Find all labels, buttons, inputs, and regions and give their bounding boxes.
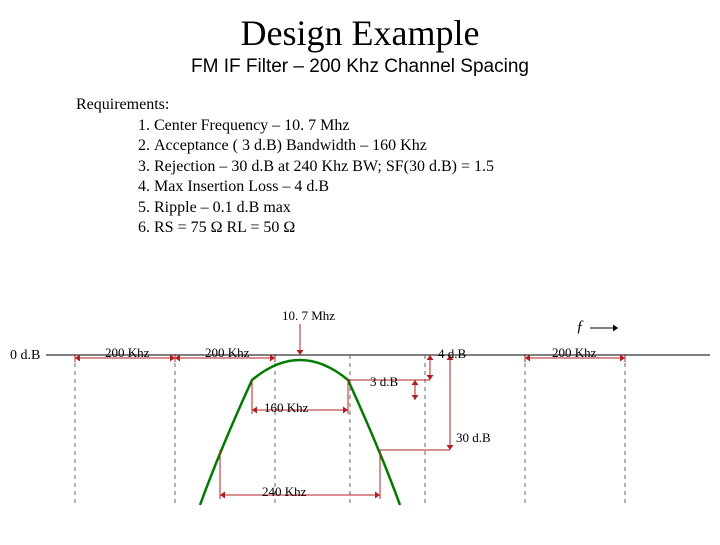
requirement-item: Center Frequency – 10. 7 Mhz <box>130 116 720 136</box>
center-freq-label: 10. 7 Mhz <box>282 308 335 324</box>
requirements-block: Requirements: Center Frequency – 10. 7 M… <box>76 96 720 239</box>
bw-240khz-label: 240 Khz <box>262 484 306 500</box>
filter-response-diagram: 0 d.B 10. 7 Mhz ƒ 200 Khz 200 Khz 200 Kh… <box>0 300 720 540</box>
spacing-200khz-mid: 200 Khz <box>205 345 249 361</box>
requirement-item: Rejection – 30 d.B at 240 Khz BW; SF(30 … <box>130 157 720 177</box>
bw-30db-label: 30 d.B <box>456 430 491 446</box>
requirements-heading: Requirements: <box>76 96 720 114</box>
insertion-loss-4db-label: 4 d.B <box>438 346 466 362</box>
page-subtitle: FM IF Filter – 200 Khz Channel Spacing <box>0 56 720 78</box>
requirement-item: RS = 75 Ω RL = 50 Ω <box>130 218 720 238</box>
spacing-200khz-left: 200 Khz <box>105 345 149 361</box>
requirements-list: Center Frequency – 10. 7 Mhz Acceptance … <box>130 116 720 239</box>
frequency-axis-symbol: ƒ <box>576 318 584 336</box>
requirement-item: Max Insertion Loss – 4 d.B <box>130 177 720 197</box>
bw-160khz-label: 160 Khz <box>264 400 308 416</box>
zero-db-label: 0 d.B <box>10 348 40 364</box>
bw-3db-label: 3 d.B <box>370 374 398 390</box>
spacing-200khz-right: 200 Khz <box>552 345 596 361</box>
requirement-item: Ripple – 0.1 d.B max <box>130 198 720 218</box>
requirement-item: Acceptance ( 3 d.B) Bandwidth – 160 Khz <box>130 136 720 156</box>
page-title: Design Example <box>0 0 720 54</box>
filter-response-svg <box>0 300 720 540</box>
